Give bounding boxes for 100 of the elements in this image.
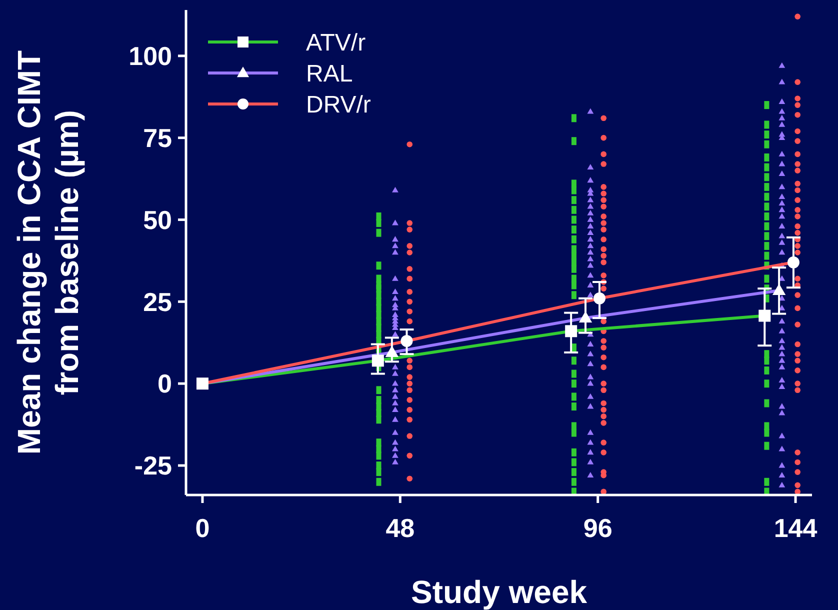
point [600,151,607,158]
point [392,452,398,458]
point [392,288,398,294]
point [392,380,398,386]
point [587,210,594,216]
point [778,170,786,176]
point [794,322,800,328]
point [778,222,786,228]
point [406,416,413,423]
point [794,180,800,187]
point [600,246,607,252]
point [392,400,398,406]
point [778,410,786,416]
point [794,459,800,466]
point [587,177,594,183]
point [794,14,800,20]
point [794,292,800,298]
legend-label: RAL [306,60,353,88]
point [392,370,398,376]
point [587,222,594,228]
y-tick-label: 0 [158,368,172,399]
y-tick-label: 25 [143,286,172,317]
point [600,204,607,210]
point [794,214,800,220]
point [600,272,607,278]
point [600,252,607,259]
point [587,449,594,455]
point [600,380,607,386]
point [587,249,594,255]
legend-label: ATV/r [306,29,366,56]
point [587,403,594,409]
point [794,482,800,488]
point [794,96,800,102]
point [600,344,607,350]
point [600,184,607,190]
point [778,150,786,156]
point [406,358,413,364]
point [600,364,607,370]
point [600,286,607,292]
point [778,249,786,255]
point [392,458,398,464]
point [600,413,607,420]
point [794,161,800,167]
point [392,249,398,255]
point [794,358,800,364]
point [392,220,398,226]
point [587,262,594,268]
point [600,387,607,394]
point [778,114,786,120]
point [406,288,413,295]
point [794,449,800,456]
point [406,266,413,272]
point [600,134,607,141]
point [406,276,413,282]
point [600,354,607,360]
point [778,239,786,245]
point [778,384,786,390]
point [392,275,398,281]
point [587,340,594,346]
point [778,200,786,206]
point [600,338,607,344]
point [406,406,413,413]
point [778,482,786,488]
y-tick-label: 100 [128,40,172,71]
point [392,416,398,422]
y-tick-label: 50 [143,204,172,235]
point [794,138,800,144]
point [794,223,800,230]
point [794,368,800,374]
point [794,151,800,158]
point [587,242,594,248]
point [587,472,594,478]
point [778,213,786,219]
point [778,432,786,438]
point [600,236,607,242]
point [406,476,413,482]
point [587,236,594,242]
point [778,62,786,68]
point [600,190,607,196]
point [778,206,786,212]
point [392,236,398,242]
point [392,186,398,192]
point [778,318,786,324]
point [392,393,398,399]
point [392,331,398,337]
point [600,259,607,266]
point [587,216,594,222]
point [794,79,800,86]
point [587,393,594,399]
point [587,374,594,380]
point [778,357,786,363]
point [600,440,607,446]
point [794,206,800,213]
point [406,141,413,148]
point [587,429,594,435]
point [587,203,594,209]
point [778,344,786,350]
point [778,446,786,452]
point [778,184,786,190]
point [406,308,413,314]
